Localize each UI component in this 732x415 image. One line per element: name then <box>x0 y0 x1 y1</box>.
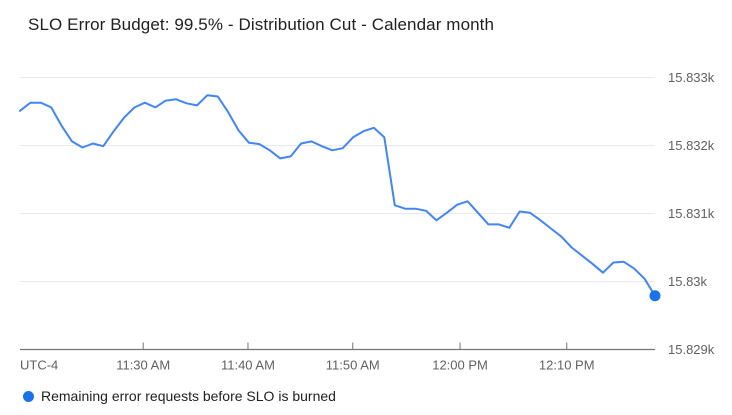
x-axis-tick-label: 12:00 PM <box>432 358 488 373</box>
y-axis-tick-label: 15.831k <box>668 206 715 221</box>
x-axis-tick-label: 11:40 AM <box>221 358 275 373</box>
chart-title: SLO Error Budget: 99.5% - Distribution C… <box>28 15 495 34</box>
x-axis-tick-label: 11:30 AM <box>116 358 170 373</box>
series-line[interactable] <box>19 94 656 297</box>
y-axis-tick-label: 15.832k <box>668 138 715 153</box>
series-endpoint-dot[interactable] <box>649 290 661 302</box>
y-axis-tick-label: 15.833k <box>668 70 715 85</box>
legend-series-marker-icon <box>23 390 34 402</box>
timezone-label: UTC-4 <box>20 358 58 373</box>
y-axis-tick-label: 15.83k <box>668 274 708 289</box>
x-axis-tick-label: 12:10 PM <box>539 358 595 373</box>
legend[interactable]: Remaining error requests before SLO is b… <box>23 388 336 404</box>
y-axis-tick-label: 15.829k <box>668 342 715 357</box>
x-axis-tick-label: 11:50 AM <box>326 358 380 373</box>
legend-series-label: Remaining error requests before SLO is b… <box>41 388 336 404</box>
